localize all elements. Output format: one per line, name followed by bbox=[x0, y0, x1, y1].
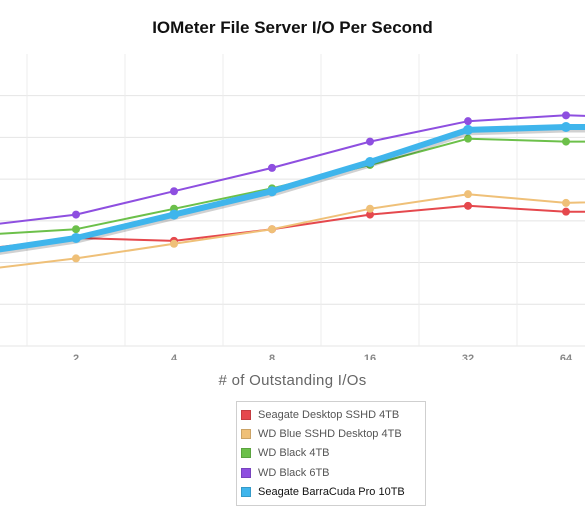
legend-item: Seagate BarraCuda Pro 10TB bbox=[241, 483, 421, 502]
x-tick-label: 4 bbox=[171, 353, 178, 360]
data-point bbox=[464, 190, 472, 199]
data-point bbox=[72, 210, 80, 219]
legend-item: Seagate Desktop SSHD 4TB bbox=[241, 405, 421, 424]
chart-title: IOMeter File Server I/O Per Second bbox=[152, 18, 433, 37]
data-point bbox=[464, 134, 472, 143]
data-point bbox=[561, 122, 571, 132]
x-tick-label: 8 bbox=[269, 353, 275, 360]
data-point bbox=[464, 117, 472, 126]
x-tick-label: 16 bbox=[364, 353, 376, 360]
legend-item: WD Black 6TB bbox=[241, 463, 421, 482]
legend-item: WD Blue SSHD Desktop 4TB bbox=[241, 424, 421, 443]
x-tick-label: 32 bbox=[462, 353, 474, 360]
legend-label: Seagate Desktop SSHD 4TB bbox=[258, 408, 400, 421]
data-point bbox=[562, 137, 570, 146]
legend-label: WD Blue SSHD Desktop 4TB bbox=[258, 428, 402, 441]
legend-swatch bbox=[241, 448, 251, 459]
data-point bbox=[562, 207, 570, 216]
tick-layer: 2 4 8 16 32 64 bbox=[73, 353, 573, 360]
data-point bbox=[170, 239, 178, 248]
data-point bbox=[71, 232, 81, 243]
legend-swatch bbox=[241, 487, 251, 498]
data-point bbox=[268, 163, 276, 172]
x-tick-label: 2 bbox=[73, 353, 79, 360]
data-point bbox=[366, 210, 374, 219]
series-line bbox=[0, 114, 585, 225]
legend-label: WD Black 6TB bbox=[258, 466, 330, 479]
series-layer bbox=[0, 111, 585, 269]
data-point bbox=[170, 187, 178, 196]
legend: Seagate Desktop SSHD 4TB WD Blue SSHD Des… bbox=[236, 401, 426, 506]
series-wd-blue-sshd-desktop-4tb bbox=[0, 190, 585, 269]
legend-label: WD Black 4TB bbox=[258, 447, 330, 460]
series-line bbox=[0, 193, 585, 269]
grid-layer bbox=[0, 54, 585, 347]
data-point bbox=[72, 254, 80, 263]
x-axis-label: # of Outstanding I/Os bbox=[218, 372, 367, 389]
data-point bbox=[267, 186, 277, 197]
series-seagate-barracuda-pro-10tb bbox=[0, 122, 585, 255]
legend-label: Seagate BarraCuda Pro 10TB bbox=[258, 486, 405, 499]
legend-item: WD Black 4TB bbox=[241, 444, 421, 463]
data-point bbox=[464, 201, 472, 210]
series-line bbox=[0, 124, 585, 253]
data-point bbox=[366, 204, 374, 213]
legend-swatch bbox=[241, 429, 251, 440]
line-chart: 2 4 8 16 32 64 bbox=[0, 54, 585, 360]
x-tick-label: 64 bbox=[560, 353, 573, 360]
data-point bbox=[268, 225, 276, 234]
data-point bbox=[463, 124, 473, 135]
data-point bbox=[562, 198, 570, 207]
legend-swatch bbox=[241, 409, 251, 420]
series-line bbox=[0, 204, 585, 249]
data-point bbox=[169, 209, 179, 220]
data-point bbox=[72, 225, 80, 234]
data-point bbox=[365, 157, 375, 168]
data-point bbox=[366, 137, 374, 146]
legend-swatch bbox=[241, 467, 251, 478]
data-point bbox=[562, 111, 570, 120]
series-wd-black-6tb bbox=[0, 111, 585, 225]
